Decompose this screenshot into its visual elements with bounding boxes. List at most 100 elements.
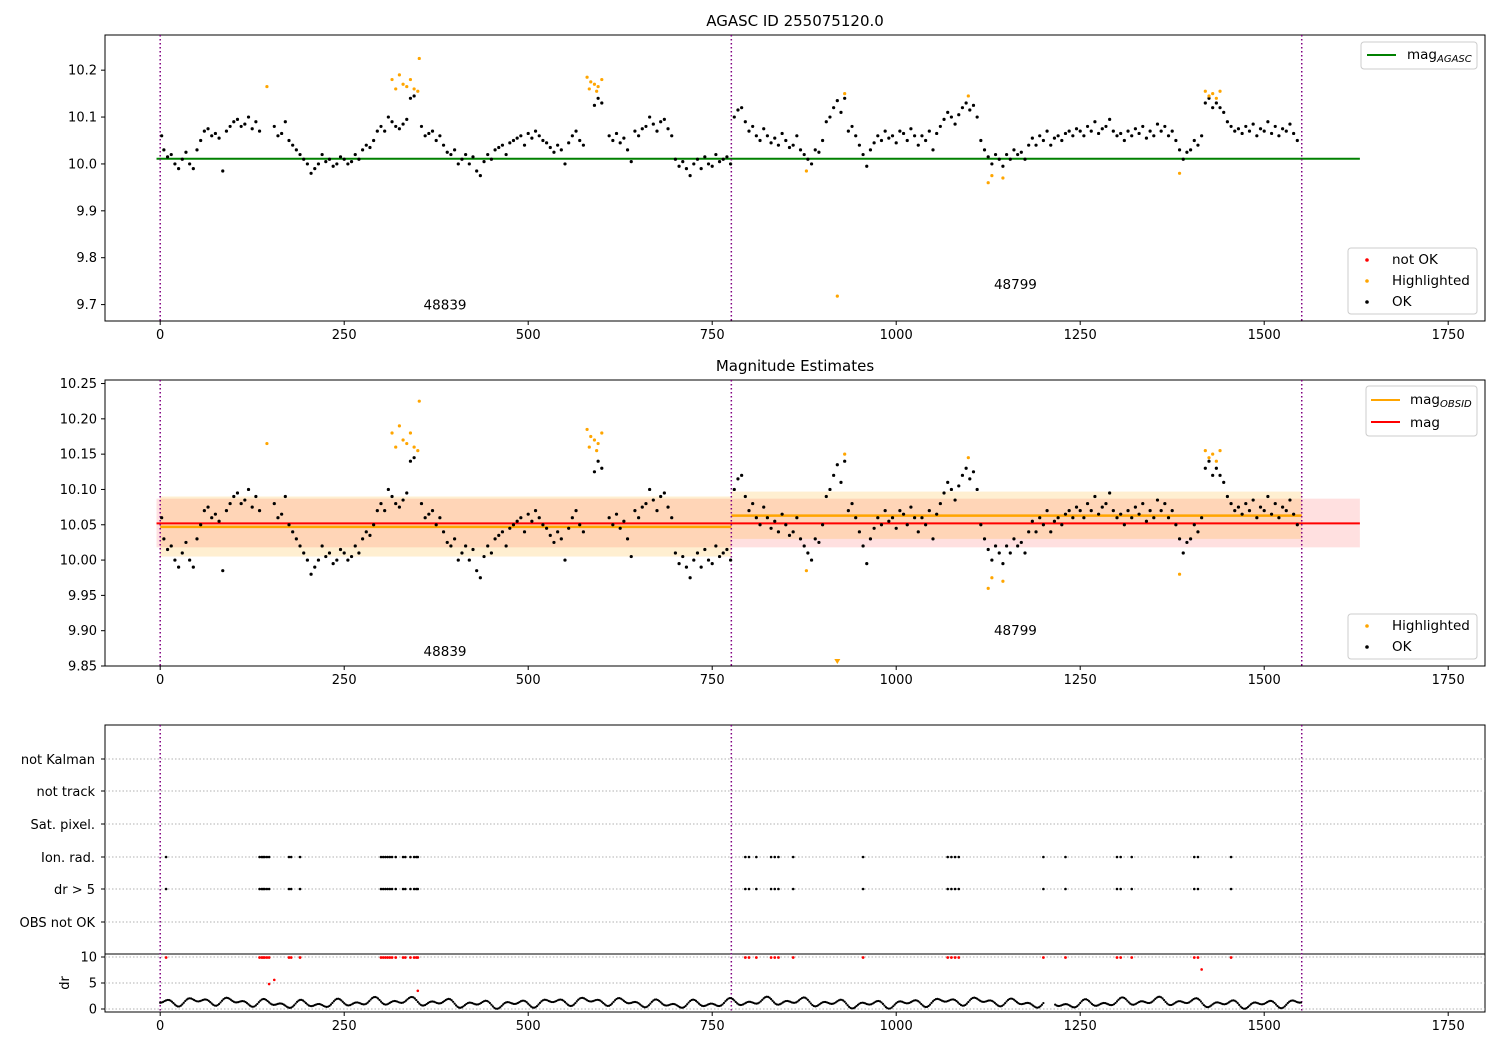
- dr-point: [1154, 997, 1157, 1001]
- ok-point: [905, 523, 909, 527]
- ok-point: [1038, 134, 1042, 138]
- ok-point: [160, 134, 164, 138]
- dr-point: [219, 1001, 222, 1004]
- ok-point: [427, 512, 431, 516]
- ok-point: [997, 551, 1001, 555]
- ok-point: [809, 558, 814, 562]
- flag-point: [744, 887, 747, 891]
- dr-flagged-point: [1115, 956, 1119, 959]
- ok-point: [1222, 480, 1226, 484]
- dr-tick-label: 10: [80, 951, 97, 966]
- dr-point: [343, 1002, 346, 1005]
- dr-point: [733, 999, 736, 1002]
- ok-point: [361, 148, 365, 152]
- ok-point: [898, 509, 902, 513]
- ok-point: [670, 516, 674, 520]
- dr-point: [1014, 999, 1017, 1002]
- ok-point: [1093, 120, 1097, 124]
- dr-flagged-point: [773, 956, 777, 959]
- ok-point: [684, 167, 689, 171]
- dr-point: [257, 1001, 260, 1004]
- ok-point: [1159, 129, 1163, 133]
- ok-point: [927, 129, 931, 133]
- dr-point: [340, 999, 343, 1002]
- ok-point: [795, 134, 799, 138]
- ok-point: [625, 148, 630, 152]
- ok-point: [239, 124, 243, 129]
- dr-point: [758, 1001, 761, 1004]
- ok-point: [1281, 505, 1285, 509]
- ok-point: [821, 138, 825, 143]
- ok-point: [493, 148, 497, 152]
- ok-point: [751, 124, 755, 129]
- dr-point: [609, 1003, 612, 1006]
- dr-point: [805, 997, 808, 1000]
- ok-point: [1141, 501, 1145, 506]
- dr-point: [809, 1002, 812, 1005]
- ok-point: [1027, 143, 1031, 147]
- ok-point: [861, 152, 865, 157]
- dr-flagged-point: [412, 956, 416, 959]
- dr-point: [853, 1006, 857, 1009]
- flag-point: [263, 855, 267, 859]
- dr-point: [964, 1003, 967, 1007]
- flag-point: [769, 855, 773, 859]
- dr-flagged-point: [394, 956, 398, 959]
- ok-point: [905, 138, 909, 143]
- dr-point: [303, 1000, 306, 1003]
- ok-point: [202, 129, 206, 133]
- ok-point: [607, 516, 611, 520]
- ok-point: [1288, 498, 1292, 502]
- ok-point: [625, 537, 630, 541]
- dr-point: [265, 998, 268, 1002]
- highlighted-point: [412, 87, 416, 91]
- ok-point: [1244, 124, 1248, 129]
- dr-point: [572, 1003, 575, 1006]
- legend-ok: OK: [1392, 294, 1413, 310]
- dr-flagged-point: [953, 956, 957, 959]
- highlighted-point: [401, 438, 405, 442]
- ok-point: [648, 487, 652, 492]
- ok-point: [405, 117, 409, 121]
- ok-point: [368, 533, 372, 537]
- dr-point: [772, 1001, 776, 1004]
- ok-point: [1071, 134, 1075, 138]
- dr-flagged-point: [267, 956, 271, 959]
- ok-point: [806, 157, 810, 161]
- ok-point: [1012, 148, 1016, 152]
- ok-point: [1295, 138, 1299, 143]
- ok-point: [795, 516, 799, 520]
- ok-point: [283, 120, 287, 124]
- dr-flagged-point: [791, 956, 795, 959]
- dr-point: [210, 1002, 213, 1005]
- dr-flagged-point: [390, 956, 394, 959]
- ok-point: [1255, 516, 1259, 520]
- ok-point: [537, 516, 541, 520]
- ok-point: [1262, 129, 1266, 133]
- dr-point: [525, 1001, 528, 1004]
- ok-point: [357, 157, 361, 161]
- flag-point: [258, 887, 261, 891]
- ok-point: [202, 509, 206, 513]
- ok-point: [1262, 509, 1266, 513]
- agasc-legend-lines: magAGASC: [1360, 41, 1478, 70]
- ok-point: [1148, 129, 1152, 133]
- dr-point: [684, 1004, 687, 1007]
- ok-point: [1030, 136, 1034, 140]
- ok-point: [887, 136, 891, 140]
- dr-point: [1115, 1000, 1119, 1003]
- dr-point: [1246, 1005, 1250, 1009]
- x-tick-label: 1750: [1432, 1019, 1465, 1034]
- ok-point: [383, 129, 387, 133]
- ok-point: [397, 505, 401, 509]
- dr-flagged-point: [743, 956, 747, 959]
- dr-point: [1163, 999, 1166, 1002]
- dr-point: [1285, 1003, 1288, 1006]
- dr-point: [1039, 1005, 1042, 1008]
- highlighted-point: [405, 441, 409, 446]
- ok-point: [412, 94, 416, 98]
- ok-point: [239, 501, 243, 506]
- ok-point: [298, 544, 302, 548]
- dr-point: [416, 1000, 419, 1003]
- y-tick-label: 10.25: [60, 377, 97, 392]
